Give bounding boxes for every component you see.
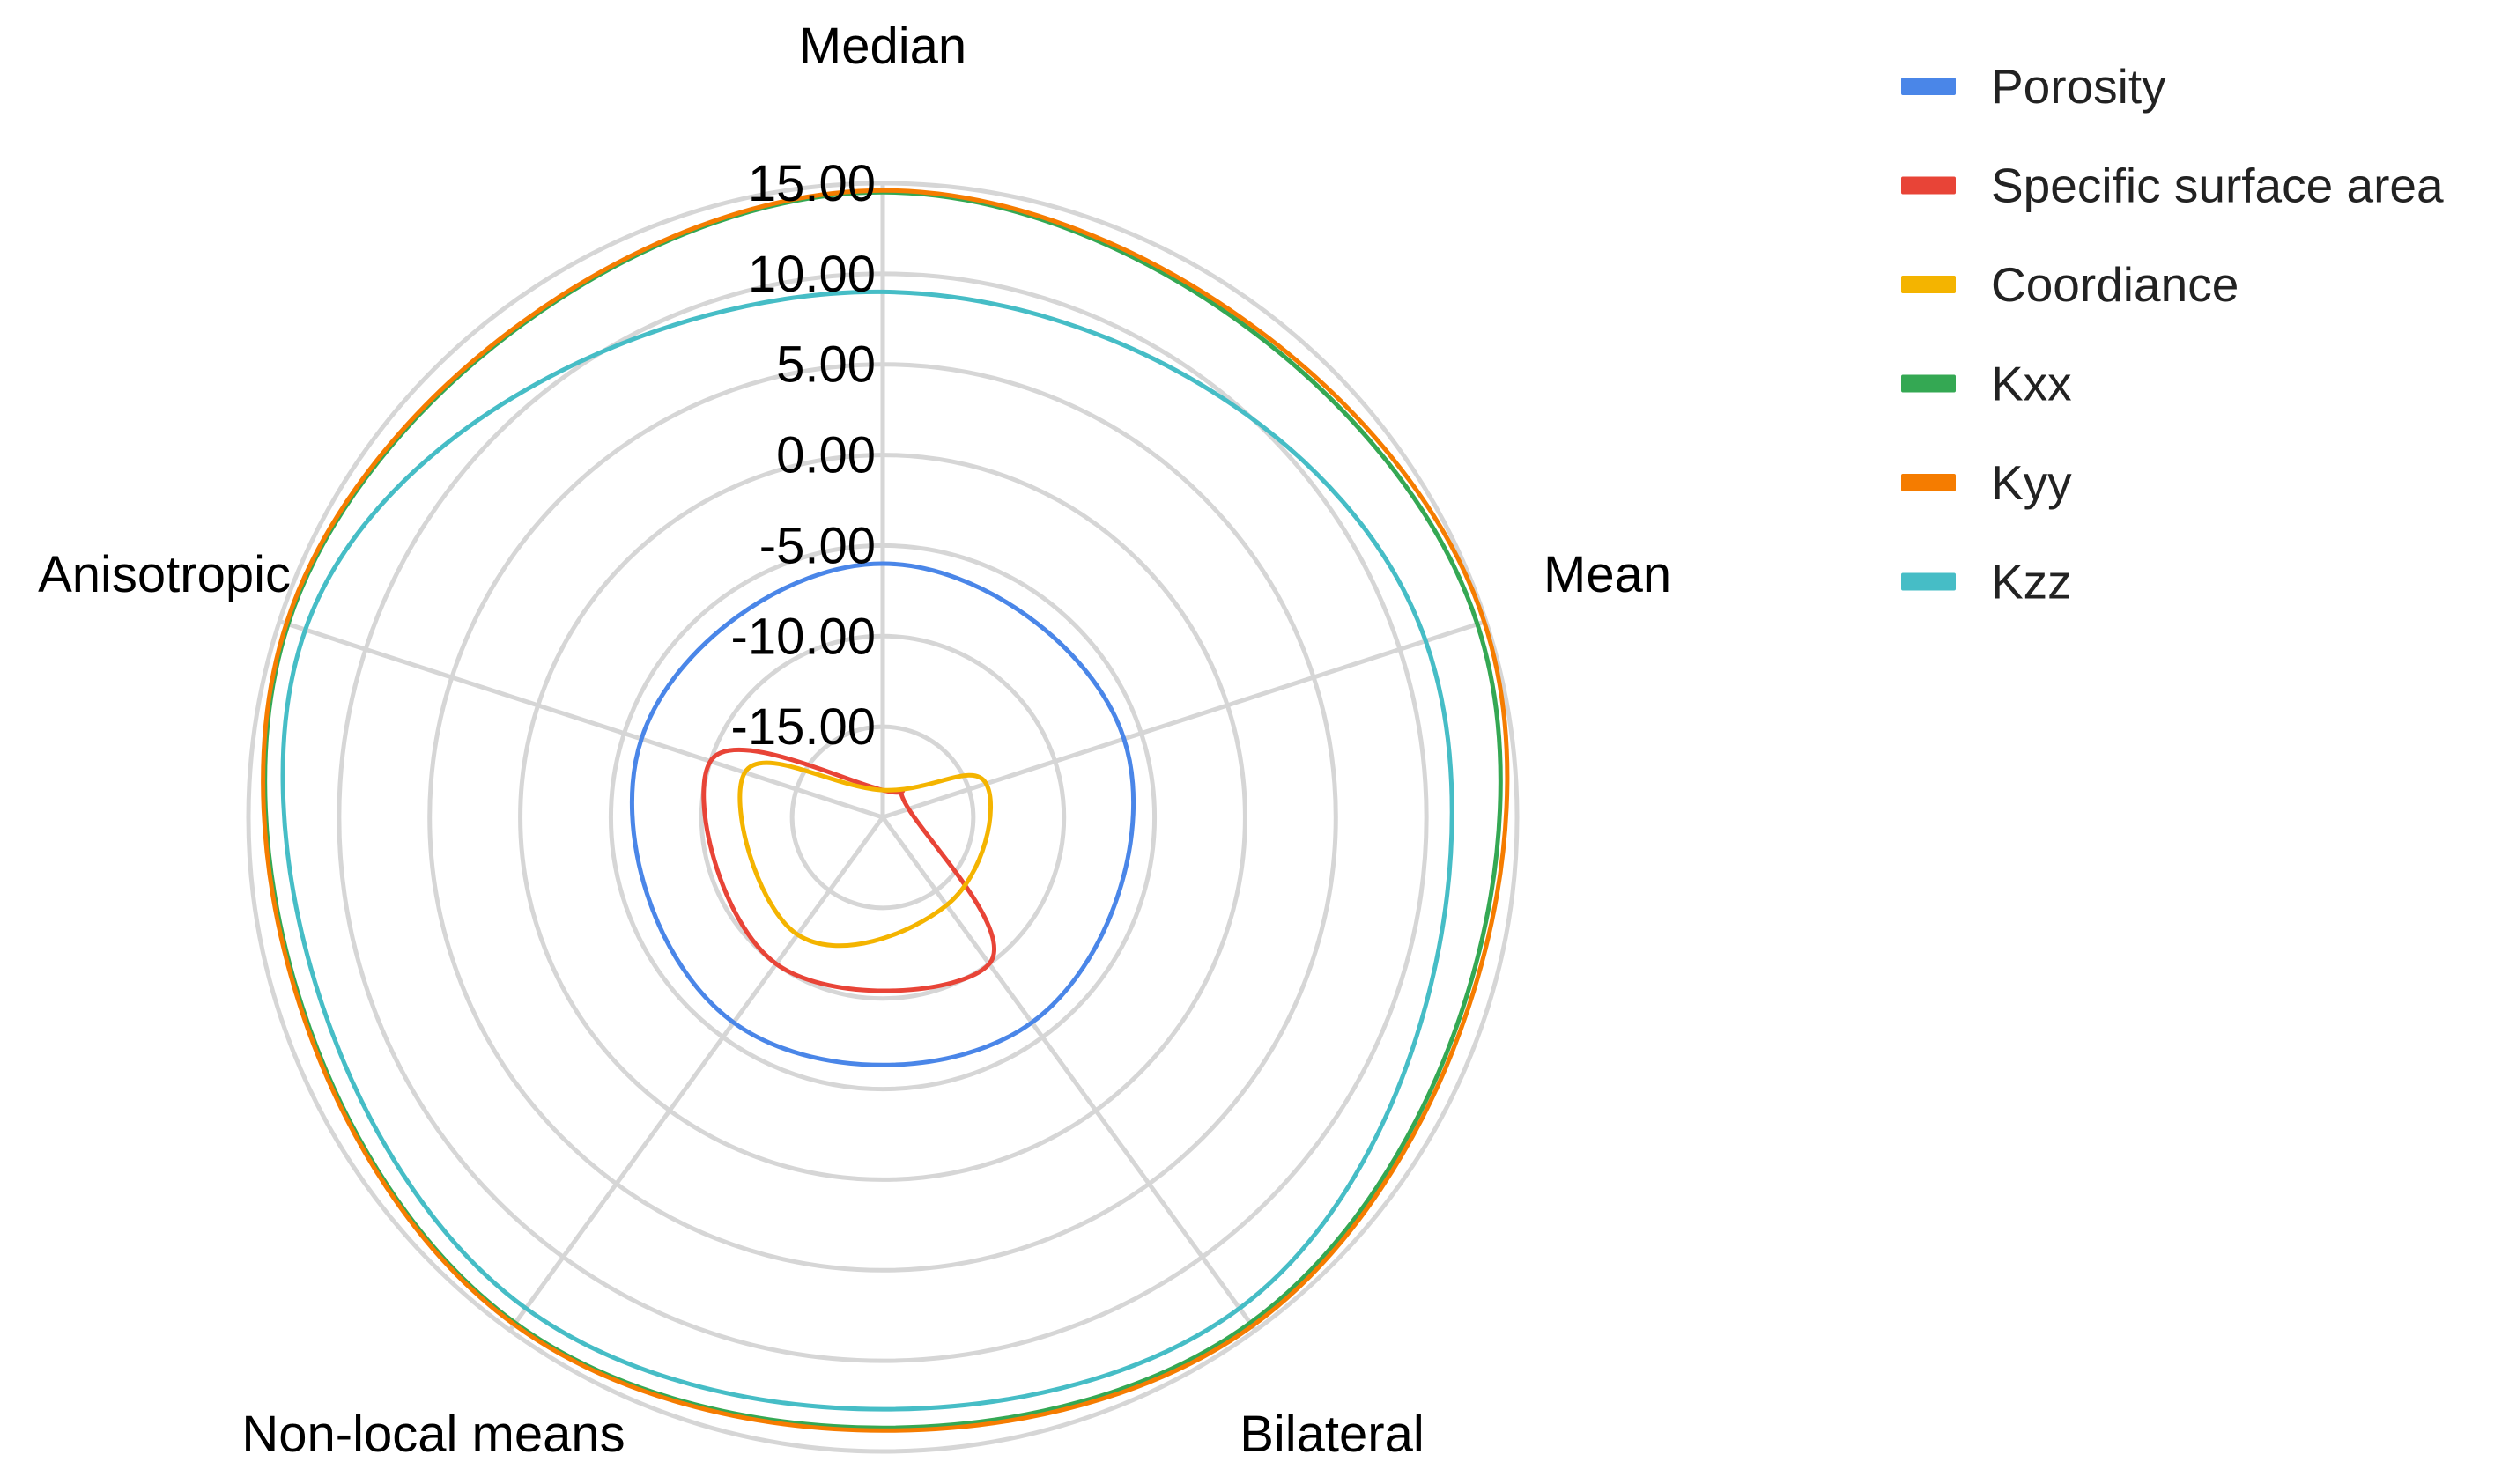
- tick-label: 15.00: [748, 155, 876, 212]
- grid-spoke: [880, 816, 1258, 1332]
- series-line-porosity: [629, 561, 1136, 1067]
- axis-labels: Median Mean Bilateral Non-local means Anisot…: [38, 18, 1671, 1463]
- radar-series: [261, 188, 1510, 1433]
- tick-label: -5.00: [759, 517, 876, 574]
- axis-label-bilateral: Bilateral: [1240, 1406, 1425, 1463]
- radar-grid: [246, 181, 1520, 1454]
- axis-label-anisotropic: Anisotropic: [38, 546, 291, 603]
- legend-label: Kyy: [1991, 455, 2072, 510]
- grid-spoke: [507, 816, 885, 1332]
- legend-label: Kzz: [1991, 555, 2072, 609]
- legend-label: Coordiance: [1991, 257, 2239, 312]
- legend-swatch: [1901, 374, 1956, 393]
- axis-label-mean: Mean: [1543, 546, 1671, 603]
- series-line-kyy: [261, 188, 1510, 1433]
- legend-label: Specific surface area: [1991, 159, 2444, 213]
- legend-swatch: [1901, 276, 1956, 293]
- tick-label: 0.00: [776, 427, 876, 484]
- legend-swatch: [1901, 176, 1956, 195]
- legend-swatch: [1901, 474, 1956, 491]
- legend-label: Kxx: [1991, 357, 2072, 411]
- grid-spoke: [278, 619, 884, 820]
- legend-swatch: [1901, 572, 1956, 591]
- tick-label: -10.00: [731, 608, 876, 665]
- legend-label: Porosity: [1991, 59, 2166, 114]
- series-line-specific-surface-area: [701, 747, 997, 993]
- series-line-coordiance: [737, 760, 994, 949]
- tick-label: 5.00: [776, 336, 876, 394]
- axis-label-non-local-means: Non-local means: [241, 1406, 625, 1463]
- tick-label: 10.00: [748, 246, 876, 303]
- axis-label-median: Median: [799, 18, 966, 75]
- legend-swatch: [1901, 78, 1956, 95]
- radial-tick-labels: 15.00 10.00 5.00 0.00 -5.00 -10.00 -15.00: [731, 155, 876, 756]
- series-line-kzz: [280, 289, 1454, 1412]
- tick-label: -15.00: [731, 698, 876, 756]
- legend: Porosity Specific surface area Coordiance K…: [1901, 59, 2444, 609]
- grid-spoke: [882, 619, 1487, 820]
